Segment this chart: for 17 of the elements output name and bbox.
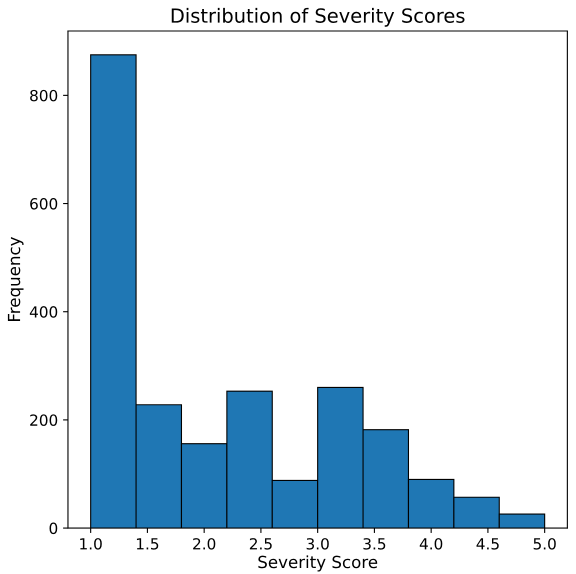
x-tick-label: 4.5 [476,538,499,550]
chart-title: Distribution of Severity Scores [172,8,465,27]
y-tick-label: 0 [50,522,58,534]
x-tick-label: 3.5 [363,538,386,550]
x-axis-title: Severity Score [258,555,378,572]
x-tick-label: 2.5 [250,538,272,550]
y-axis-title: Frequency [8,236,24,321]
y-tick-label: 200 [30,414,58,426]
y-tick-label: 800 [30,90,58,102]
y-tick-label: 600 [30,198,58,210]
y-tick-label: 400 [30,306,58,318]
x-tick-label: 3.0 [306,538,329,550]
x-tick-label: 1.5 [136,538,158,550]
x-tick-label: 1.0 [80,538,102,550]
x-tick-label: 2.0 [193,538,216,550]
x-tick-label: 4.0 [420,538,442,550]
x-tick-label: 5.0 [534,538,556,550]
